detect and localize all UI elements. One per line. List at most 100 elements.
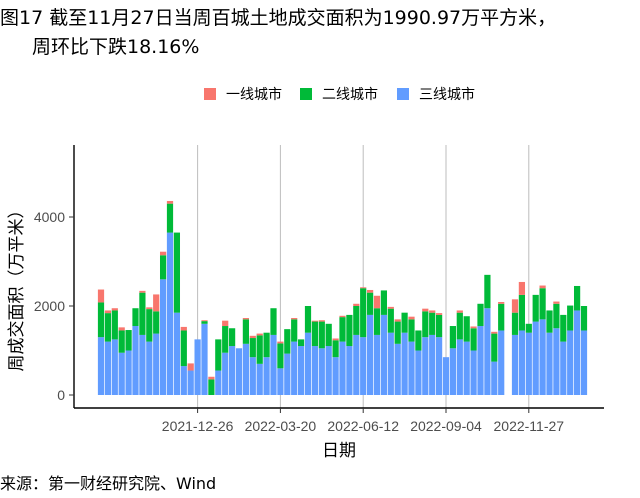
bar-tier1 bbox=[146, 307, 153, 310]
bar-tier1 bbox=[539, 285, 546, 289]
bar-tier2 bbox=[325, 323, 332, 347]
bar-tier1 bbox=[422, 308, 429, 312]
bar-tier1 bbox=[408, 316, 415, 320]
bar-tier2 bbox=[580, 306, 588, 331]
x-tick-label: 2021-12-26 bbox=[162, 418, 234, 434]
bar-tier3 bbox=[553, 328, 560, 395]
bar-tier2 bbox=[477, 303, 484, 327]
caption-line-2: 周环比下跌18.16% bbox=[32, 36, 200, 58]
bar-tier2 bbox=[470, 328, 477, 351]
bar-tier1 bbox=[201, 320, 208, 322]
bar-tier2 bbox=[159, 255, 167, 280]
bar-tier1 bbox=[139, 290, 146, 293]
bar-tier3 bbox=[291, 341, 298, 395]
bar-tier3 bbox=[546, 332, 553, 395]
bar-tier2 bbox=[284, 329, 291, 354]
bar-tier3 bbox=[304, 332, 312, 395]
legend-label: 二线城市 bbox=[322, 86, 378, 103]
legend-label: 一线城市 bbox=[226, 86, 282, 103]
bar-tier3 bbox=[187, 370, 194, 395]
bar-tier1 bbox=[166, 200, 174, 204]
bar-tier2 bbox=[222, 326, 229, 353]
bar-tier3 bbox=[380, 314, 388, 395]
legend-item: 一线城市 bbox=[204, 86, 282, 103]
bar-tier2 bbox=[291, 319, 298, 342]
bar-tier2 bbox=[304, 306, 312, 333]
bar-tier3 bbox=[567, 330, 574, 395]
bar-tier1 bbox=[498, 301, 505, 304]
bar-tier1 bbox=[373, 295, 381, 309]
bar-tier3 bbox=[201, 323, 208, 395]
bar-tier1 bbox=[435, 313, 443, 315]
bar-tier3 bbox=[518, 330, 526, 395]
bar-tier3 bbox=[139, 334, 146, 395]
bar-tier2 bbox=[311, 321, 319, 347]
bar-tier2 bbox=[346, 314, 353, 347]
bar-tier3 bbox=[228, 346, 236, 395]
bar-tier3 bbox=[477, 326, 484, 395]
bar-tier2 bbox=[249, 338, 256, 358]
bar-tier1 bbox=[256, 333, 263, 336]
bar-tier3 bbox=[270, 334, 277, 395]
bar-tier1 bbox=[249, 335, 256, 339]
bar-tier3 bbox=[560, 341, 567, 395]
bar-tier3 bbox=[442, 357, 450, 395]
bar-tier2 bbox=[373, 308, 381, 335]
axes bbox=[73, 145, 604, 409]
bar-tier3 bbox=[422, 337, 429, 395]
bar-tier2 bbox=[146, 309, 153, 342]
bar-tier2 bbox=[573, 285, 581, 311]
bar-tier2 bbox=[415, 330, 422, 351]
bar-tier3 bbox=[277, 368, 284, 395]
bar-tier3 bbox=[463, 341, 470, 395]
bar-tier3 bbox=[435, 337, 443, 395]
bar-tier3 bbox=[284, 353, 291, 395]
bar-tier1 bbox=[208, 376, 215, 380]
bar-tier1 bbox=[104, 310, 112, 314]
bar-tier2 bbox=[498, 303, 505, 331]
y-axis-title: 周成交面积（万平米） bbox=[7, 202, 27, 372]
bar-tier2 bbox=[277, 343, 284, 369]
bar-tier1 bbox=[153, 294, 160, 312]
bar-tier3 bbox=[222, 352, 229, 395]
bar-tier3 bbox=[373, 334, 381, 395]
bar-tier2 bbox=[104, 313, 112, 342]
bar-tier2 bbox=[318, 321, 325, 349]
bar-tier2 bbox=[511, 312, 519, 335]
bar-tier3 bbox=[491, 361, 498, 395]
bar-tier3 bbox=[180, 366, 187, 395]
y-tick-label: 2000 bbox=[34, 298, 65, 314]
bar-tier1 bbox=[187, 363, 194, 371]
bar-tier2 bbox=[339, 317, 346, 342]
bar-tier3 bbox=[415, 350, 422, 395]
bar-tier3 bbox=[311, 346, 319, 395]
bar-tier2 bbox=[484, 274, 491, 309]
tick-labels: 0 2000 4000 2021-12-26 2022-03-20 2022-06-12 2… bbox=[34, 209, 564, 434]
bar-tier1 bbox=[242, 318, 250, 320]
bar-tier1 bbox=[277, 341, 284, 344]
caption-line-1: 图17 截至11月27日当周百城土地成交面积为1990.97万平方米， bbox=[0, 7, 557, 29]
bar-tier2 bbox=[435, 314, 443, 338]
bar-tier2 bbox=[422, 311, 429, 338]
bar-tier1 bbox=[553, 301, 560, 304]
bar-tier2 bbox=[360, 288, 367, 338]
bar-tier1 bbox=[394, 319, 401, 322]
y-tick-label: 0 bbox=[57, 387, 65, 403]
x-tick-label: 2022-06-12 bbox=[327, 418, 399, 434]
bar-tier3 bbox=[360, 337, 367, 395]
bar-tier2 bbox=[408, 319, 415, 342]
bar-tier1 bbox=[222, 320, 229, 327]
bar-tier3 bbox=[132, 326, 139, 395]
bar-tier3 bbox=[573, 310, 581, 395]
bar-tier3 bbox=[498, 330, 505, 395]
bar-tier2 bbox=[297, 339, 305, 347]
bar-tier1 bbox=[291, 318, 298, 320]
bar-tier1 bbox=[318, 320, 325, 322]
bar-tier3 bbox=[249, 357, 256, 395]
bar-tier2 bbox=[153, 311, 160, 334]
bar-tier3 bbox=[318, 348, 325, 395]
x-axis-title: 日期 bbox=[322, 441, 356, 461]
bar-tier2 bbox=[97, 302, 105, 338]
bar-tier1 bbox=[97, 289, 105, 303]
